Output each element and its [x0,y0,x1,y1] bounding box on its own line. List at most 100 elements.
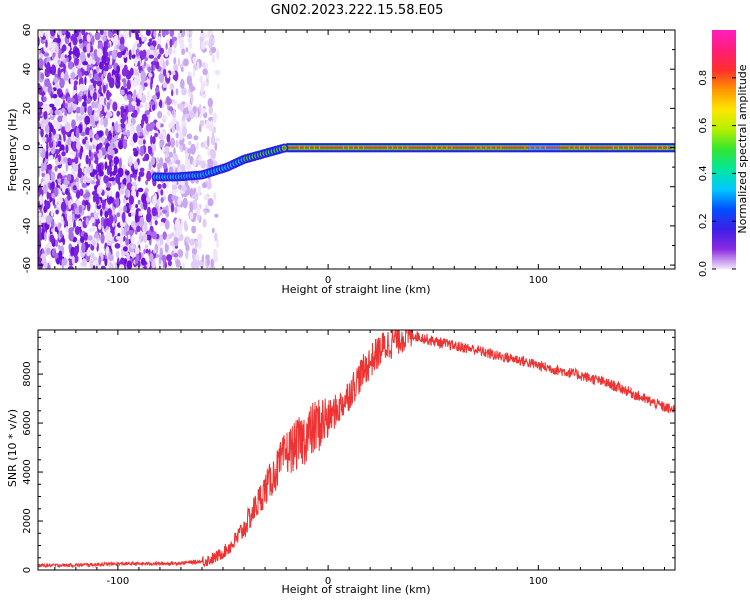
heatmap-ridge-cell [598,146,602,149]
heatmap-cell [194,258,200,269]
heatmap-ridge-cell [296,146,299,149]
heatmap-cell [45,150,49,160]
heatmap-cell [67,157,72,163]
heatmap-cell [70,72,76,80]
heatmap-cell [105,128,109,137]
heatmap-cell [108,214,114,225]
heatmap-ridge-cell [320,146,323,149]
colorbar-tick-label: 0.6 [698,118,709,134]
heatmap-cell [196,61,200,70]
heatmap-cell [113,156,120,166]
heatmap-cell [93,49,98,58]
heatmap-cell [112,35,119,46]
heatmap-cell [192,57,197,64]
heatmap-ridge-cell [505,146,508,149]
heatmap-cell [214,69,221,76]
heatmap-cell [78,205,83,214]
heatmap-cell [127,234,131,240]
heatmap-cell [159,247,164,258]
heatmap-cell [148,146,153,155]
heatmap-ridge-cell [389,146,392,149]
heatmap-ridge-cell [513,146,516,149]
heatmap-ridge-cell [304,146,308,149]
heatmap-cell [86,166,92,174]
heatmap-cell [48,131,52,139]
heatmap-cell [45,173,51,184]
heatmap-cell [67,192,71,201]
heatmap-cell [64,122,71,133]
heatmap-cell [124,88,128,94]
heatmap-cell [190,93,194,104]
heatmap-ridge-cell [621,146,624,149]
heatmap-cell [126,129,130,138]
y-tick-label: 8000 [22,361,33,386]
heatmap-cell [159,56,164,66]
heatmap-cell [145,179,149,186]
heatmap-cell [102,46,106,56]
heatmap-cell [67,61,74,70]
heatmap-cell [106,101,111,111]
heatmap-ridge-cell [409,146,412,149]
heatmap-ridge-cell [429,146,433,149]
heatmap-cell [57,196,63,204]
heatmap-cell [57,178,62,185]
heatmap-cell [60,216,64,226]
heatmap-ridge-cell [663,146,666,149]
heatmap-ridge-cell [636,146,639,149]
heatmap-cell [77,115,83,121]
heatmap-cell [103,174,109,184]
heatmap-cell [210,149,216,159]
heatmap-ridge-cell [643,146,646,149]
heatmap-cell [145,212,152,223]
heatmap-ridge-cell [610,146,613,149]
heatmap-cell [177,249,184,257]
heatmap-cell [111,122,115,127]
heatmap-ridge-cell [667,146,670,149]
heatmap-cell [63,257,68,266]
heatmap-cell [62,115,68,124]
heatmap-cell [41,172,45,178]
heatmap-ridge-cell [446,146,449,149]
heatmap-ridge-cell [294,146,298,149]
heatmap-ridge-cell [514,146,517,149]
heatmap-cell [97,264,101,269]
heatmap-cell [186,30,190,38]
heatmap-cell [198,103,202,113]
heatmap-ridge-cell [371,146,375,149]
heatmap-ridge-cell [398,146,401,149]
heatmap-cell [126,260,133,269]
heatmap-cell [64,217,67,228]
heatmap-cell [156,199,160,207]
heatmap-ridge-cell [385,146,388,149]
heatmap-cell [162,209,168,214]
y-tick-label: 0 [22,144,33,150]
heatmap-cell [43,96,47,102]
heatmap-cell [147,66,151,73]
heatmap-cell [41,137,48,142]
heatmap-cell [204,209,207,216]
heatmap-cell [200,141,205,148]
heatmap-ridge-cell [615,146,618,149]
heatmap-cell [65,188,69,195]
heatmap-ridge-cell [317,146,320,149]
y-tick-label: 20 [22,102,33,115]
colorbar-tick-label: 0.4 [698,165,709,181]
heatmap-cell [164,50,169,58]
heatmap-ridge-cell [585,146,588,149]
heatmap-cell [207,158,214,169]
heatmap-cell [115,197,120,208]
heatmap-cell [100,116,104,126]
heatmap-ridge-cell [487,146,491,149]
heatmap-cell [154,220,158,226]
heatmap-cell [61,107,66,113]
x-tick-label: 100 [529,275,548,286]
heatmap-ridge-cell [443,146,446,149]
heatmap-ridge-cell [519,146,522,149]
heatmap-cell [133,161,138,170]
heatmap-ridge-cell [660,146,663,149]
heatmap-ridge-cell [578,146,581,149]
heatmap-cell [128,102,133,113]
heatmap-ridge-cell [485,146,488,149]
heatmap-cell [128,156,133,163]
heatmap-cell [105,56,111,63]
